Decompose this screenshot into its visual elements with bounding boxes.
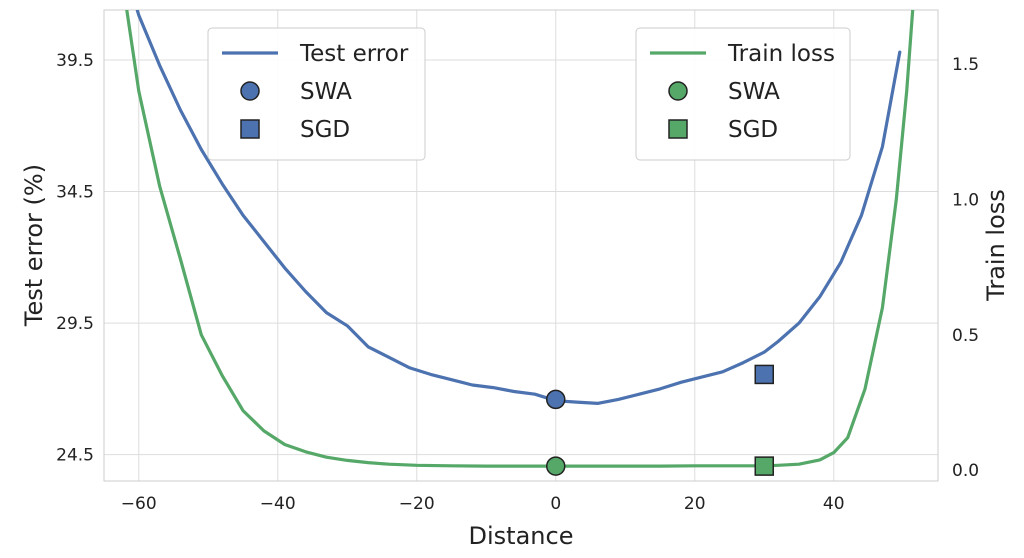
x-tick-label: 20 (684, 494, 706, 514)
legend-label: SGD (300, 117, 350, 143)
train-loss-swa-marker (546, 456, 566, 476)
legend-label: SWA (300, 79, 352, 105)
x-tick-label: −60 (121, 494, 157, 514)
legend-square-swatch (240, 119, 260, 139)
y-left-tick-label: 34.5 (56, 183, 94, 203)
y-left-tick-label: 39.5 (56, 51, 94, 71)
legend-top-right: Train loss SWA SGD (635, 27, 851, 161)
x-tick-label: 0 (550, 494, 561, 514)
y-axis-left-title: Test error (%) (20, 164, 48, 327)
legend-circle-swatch (668, 81, 688, 101)
legend-circle-swatch (240, 81, 260, 101)
y-left-tick-label: 29.5 (56, 314, 94, 334)
y-left-tick-label: 24.5 (56, 446, 94, 466)
legend-label: Test error (299, 41, 409, 67)
x-tick-label: −20 (399, 494, 435, 514)
x-tick-label: 40 (823, 494, 845, 514)
y-right-tick-label: 1.5 (952, 55, 979, 75)
marker-layer (546, 364, 774, 476)
y-right-tick-label: 0.0 (952, 461, 979, 481)
y-right-tick-label: 0.5 (952, 326, 979, 346)
train-loss-line (125, 10, 915, 468)
legend-square-swatch (668, 119, 688, 139)
series-layer (125, 10, 915, 468)
legend-label: Train loss (727, 41, 835, 67)
test-error-sgd-marker (754, 364, 774, 385)
legend-top-left: Test error SWA SGD (207, 27, 426, 161)
y-right-tick-label: 1.0 (952, 190, 979, 210)
train-loss-sgd-marker (754, 456, 774, 476)
legend-box (207, 27, 426, 161)
x-tick-label: −40 (260, 494, 296, 514)
tick-labels: −60 −40 −20 0 20 40 24.5 29.5 34.5 39.5 0.0 0.5 1.0 1… (56, 51, 979, 514)
legend-label: SWA (728, 79, 780, 105)
test-error-swa-marker (546, 389, 566, 410)
plot-frame (103, 9, 939, 482)
y-axis-right-title: Train loss (982, 189, 1010, 302)
legends: Test error SWA SGD Train loss SWA SGD (207, 27, 851, 161)
test-error-line (135, 10, 902, 405)
legend-box (635, 27, 851, 161)
x-axis-title: Distance (469, 522, 574, 550)
legend-label: SGD (728, 117, 778, 143)
